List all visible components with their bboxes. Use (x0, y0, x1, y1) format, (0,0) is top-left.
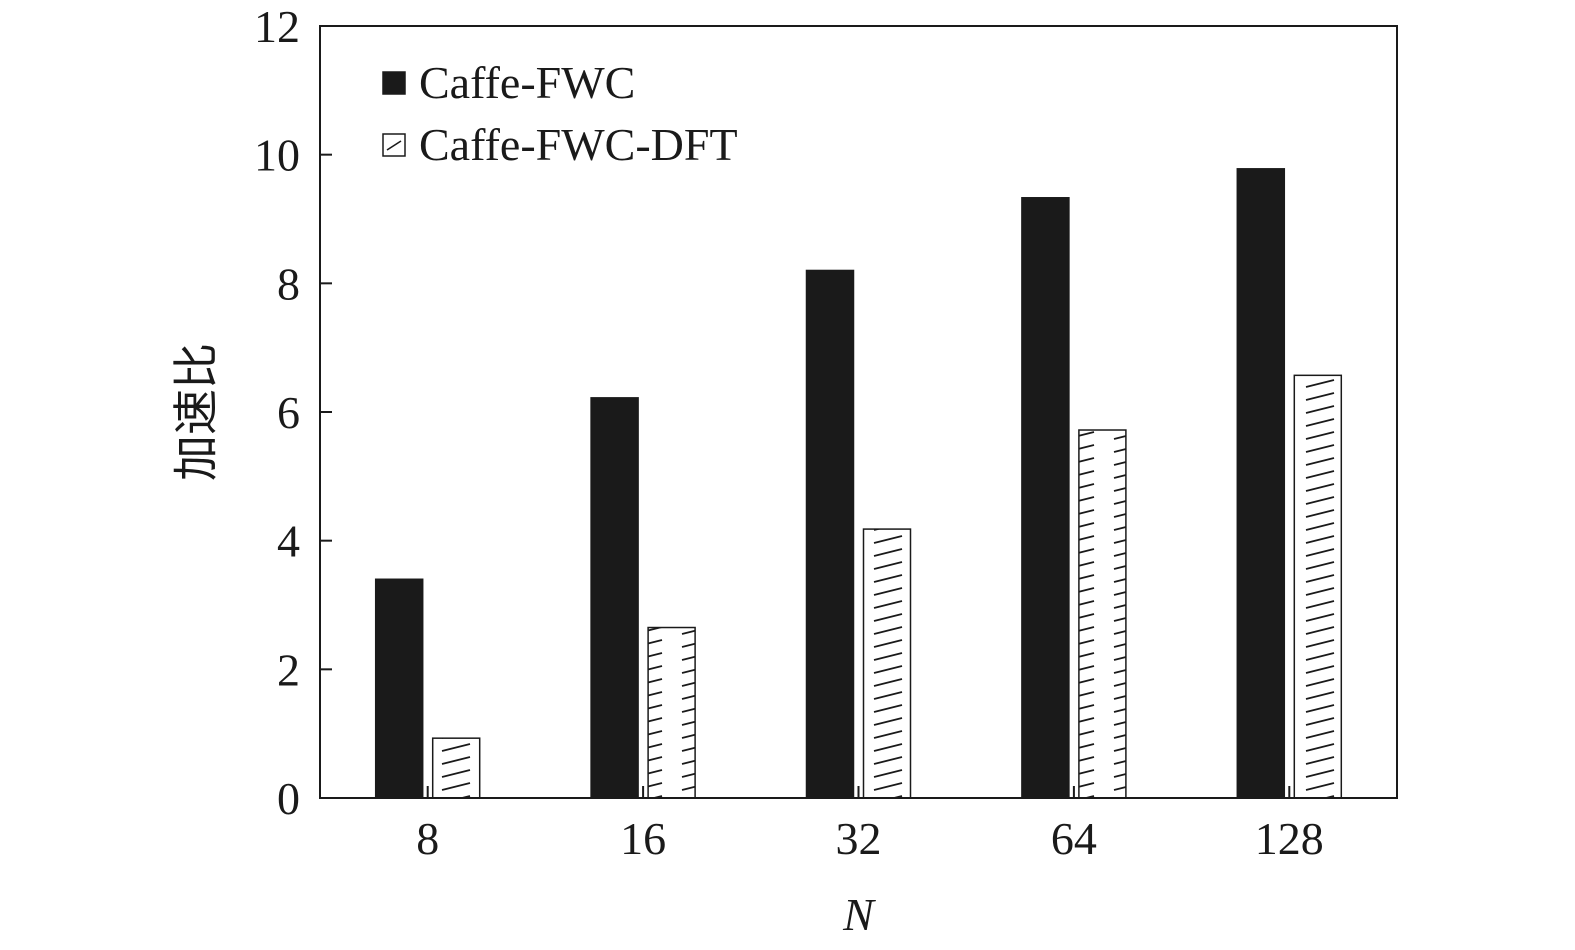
bar-caffe-fwc-32 (805, 269, 855, 799)
y-tick-label: 12 (254, 1, 300, 52)
bar-hatch-16 (648, 627, 696, 798)
legend: Caffe-FWC Caffe-FWC-DFT (382, 57, 738, 170)
legend-swatch-caffe-fwc (382, 71, 406, 95)
bar-hatch-128 (1294, 375, 1342, 798)
bar-caffe-fwc-64 (1021, 197, 1070, 799)
axes-layer: 8 16 32 64 128 0 2 4 6 8 10 12 (254, 1, 1398, 864)
y-tick-label: 8 (277, 258, 300, 309)
legend-swatch-hatch (386, 140, 402, 151)
x-tick-label: 16 (620, 813, 666, 864)
y-tick-label: 10 (254, 130, 300, 181)
bar-hatch-64 (1078, 430, 1126, 798)
bar-hatch-8 (432, 738, 480, 798)
x-tick-label: 128 (1255, 813, 1324, 864)
bar-hatch-32 (863, 529, 911, 798)
x-tick-label: 32 (836, 813, 882, 864)
bar-caffe-fwc-8 (374, 578, 424, 799)
bar-caffe-fwc-16 (590, 397, 639, 799)
y-axis-title: 加速比 (171, 343, 222, 481)
y-tick-label: 2 (277, 644, 300, 695)
x-tick-label: 8 (416, 813, 439, 864)
bars-layer (374, 168, 1343, 799)
x-tick-label: 64 (1051, 813, 1097, 864)
y-tick-label: 6 (277, 387, 300, 438)
legend-label: Caffe-FWC-DFT (419, 119, 738, 170)
y-tick-label: 0 (277, 773, 300, 824)
bar-caffe-fwc-128 (1236, 168, 1286, 799)
y-tick-label: 4 (277, 516, 300, 567)
x-axis-title: N (842, 889, 876, 940)
legend-label: Caffe-FWC (419, 57, 635, 108)
